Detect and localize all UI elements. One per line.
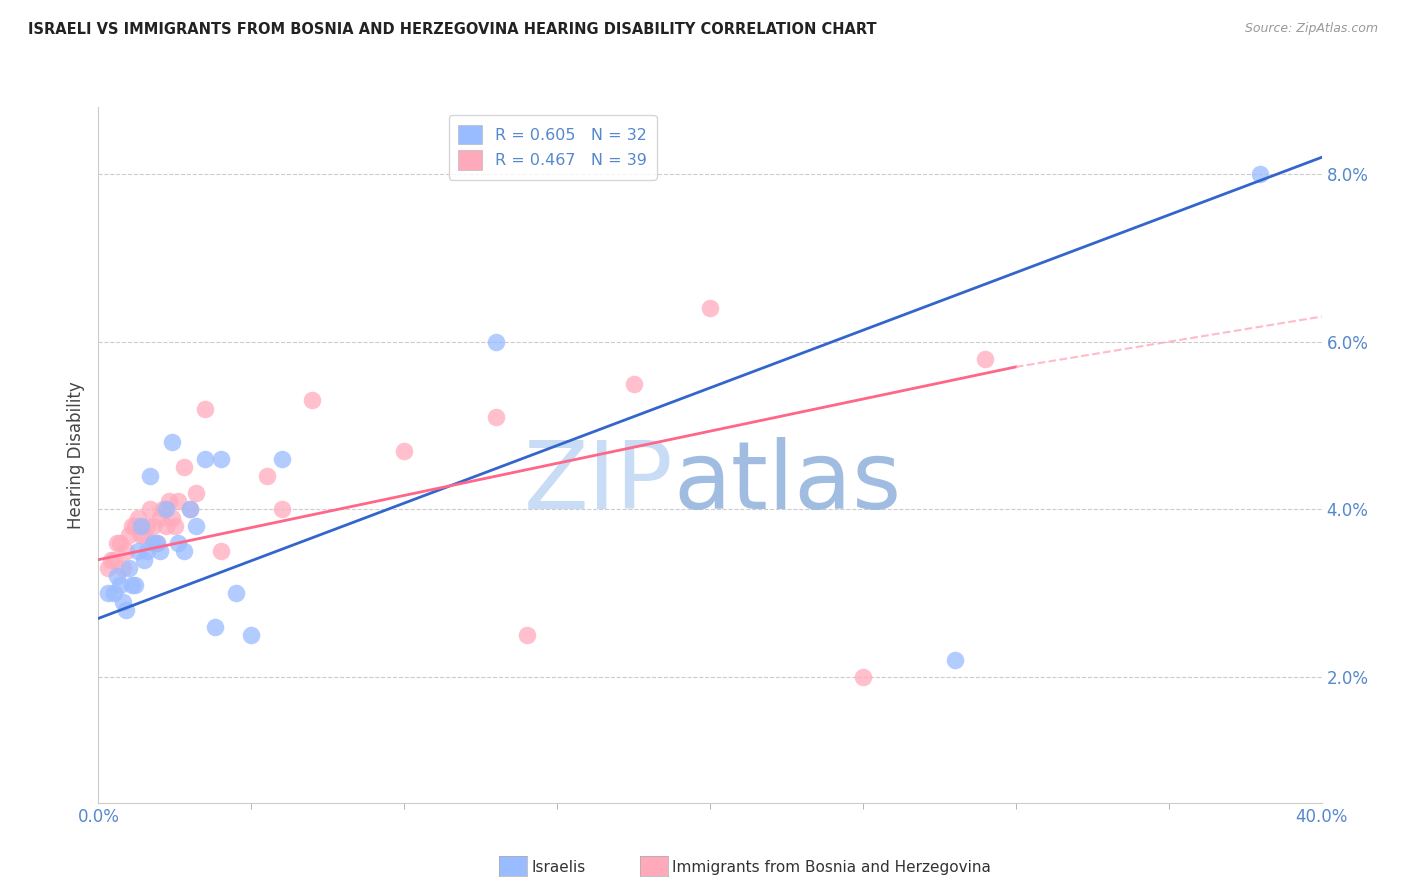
Point xyxy=(155,502,177,516)
Point xyxy=(97,561,120,575)
Point xyxy=(209,452,232,467)
Point xyxy=(179,502,201,516)
Point xyxy=(157,494,180,508)
Point xyxy=(209,544,232,558)
Point xyxy=(134,527,156,541)
Point xyxy=(1249,167,1271,181)
Point xyxy=(301,393,323,408)
Point xyxy=(974,351,997,366)
Point xyxy=(163,519,186,533)
Point xyxy=(103,586,125,600)
Point xyxy=(392,443,416,458)
Text: ISRAELI VS IMMIGRANTS FROM BOSNIA AND HERZEGOVINA HEARING DISABILITY CORRELATION: ISRAELI VS IMMIGRANTS FROM BOSNIA AND HE… xyxy=(28,22,877,37)
Point xyxy=(149,544,172,558)
Point xyxy=(225,586,247,600)
Point xyxy=(111,561,134,575)
Point xyxy=(103,552,125,566)
Point xyxy=(194,452,217,467)
Point xyxy=(115,544,138,558)
Text: ZIP: ZIP xyxy=(523,437,673,529)
Point xyxy=(145,536,167,550)
Point xyxy=(852,670,875,684)
Point xyxy=(139,468,162,483)
Point xyxy=(139,502,162,516)
Point xyxy=(204,620,226,634)
Point xyxy=(108,536,131,550)
Point xyxy=(124,519,146,533)
Point xyxy=(943,653,966,667)
Point xyxy=(129,527,152,541)
Point xyxy=(160,435,183,450)
Point xyxy=(623,376,645,391)
Point xyxy=(173,460,195,475)
Point xyxy=(186,485,208,500)
Point xyxy=(134,552,156,566)
Y-axis label: Hearing Disability: Hearing Disability xyxy=(66,381,84,529)
Point xyxy=(100,552,122,566)
Point xyxy=(105,536,128,550)
Point xyxy=(167,494,190,508)
Point xyxy=(155,519,177,533)
Point xyxy=(270,502,292,516)
Point xyxy=(186,519,208,533)
Point xyxy=(516,628,538,642)
Point xyxy=(149,510,172,524)
Point xyxy=(699,301,721,316)
Point xyxy=(136,519,159,533)
Point xyxy=(152,502,174,516)
Point xyxy=(121,578,143,592)
Point xyxy=(127,544,149,558)
Point xyxy=(105,569,128,583)
Legend: R = 0.605   N = 32, R = 0.467   N = 39: R = 0.605 N = 32, R = 0.467 N = 39 xyxy=(449,115,657,179)
Point xyxy=(256,468,278,483)
Point xyxy=(173,544,195,558)
Text: Source: ZipAtlas.com: Source: ZipAtlas.com xyxy=(1244,22,1378,36)
Point xyxy=(115,603,138,617)
Point xyxy=(485,410,508,425)
Point xyxy=(121,519,143,533)
Point xyxy=(136,544,159,558)
Point xyxy=(179,502,201,516)
Point xyxy=(142,536,165,550)
Point xyxy=(108,578,131,592)
Point xyxy=(485,334,508,349)
Point xyxy=(118,527,141,541)
Point xyxy=(142,519,165,533)
Point xyxy=(240,628,263,642)
Text: Immigrants from Bosnia and Herzegovina: Immigrants from Bosnia and Herzegovina xyxy=(672,860,991,874)
Point xyxy=(97,586,120,600)
Text: atlas: atlas xyxy=(673,437,901,529)
Point xyxy=(118,561,141,575)
Point xyxy=(111,594,134,608)
Point xyxy=(160,510,183,524)
Point xyxy=(129,519,152,533)
Point xyxy=(127,510,149,524)
Point xyxy=(194,401,217,416)
Point xyxy=(270,452,292,467)
Point xyxy=(167,536,190,550)
Point xyxy=(145,536,167,550)
Text: Israelis: Israelis xyxy=(531,860,586,874)
Point xyxy=(124,578,146,592)
